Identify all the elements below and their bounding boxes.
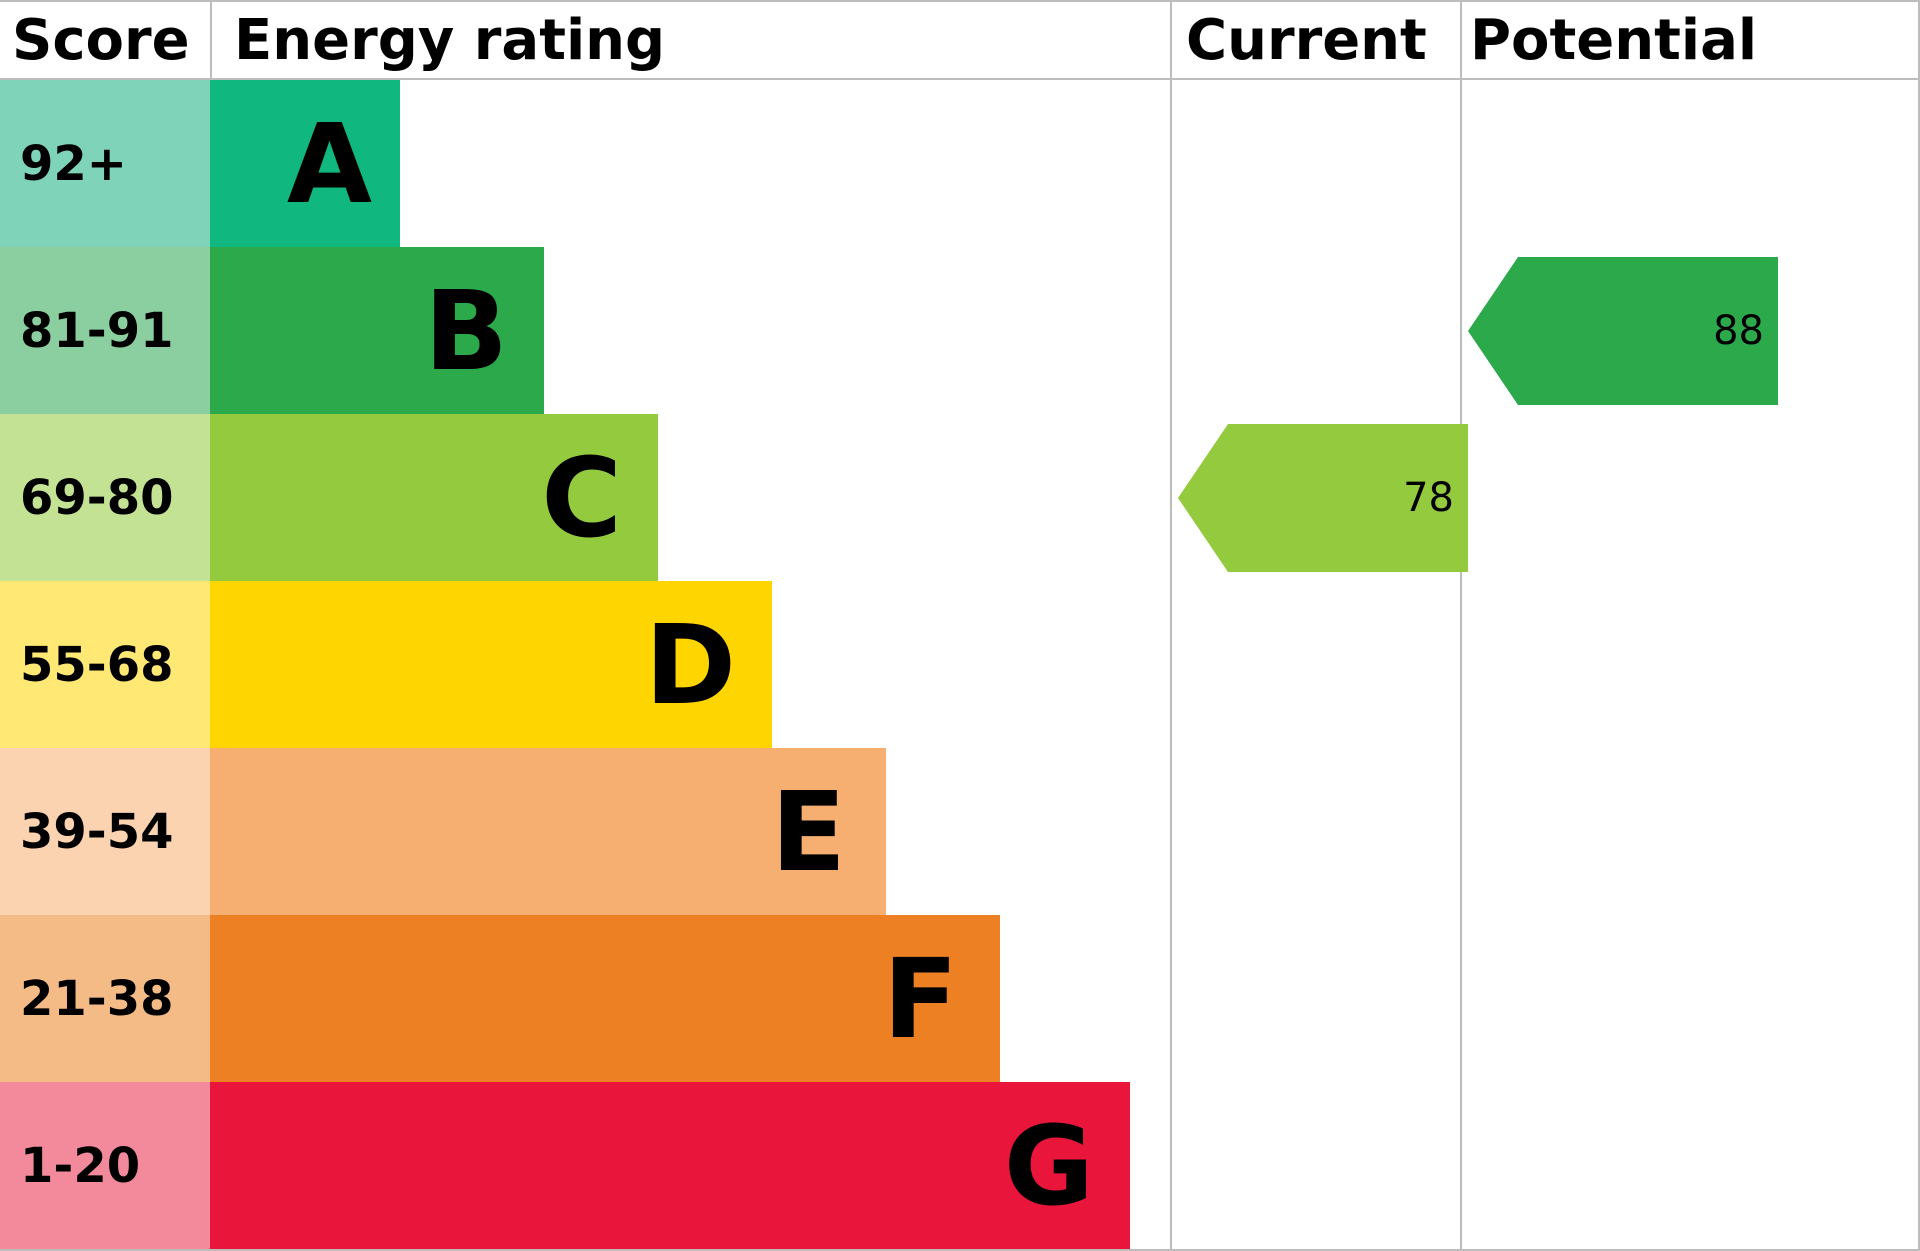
rating-letter: C: [210, 414, 658, 581]
rating-row-c: 69-80C: [0, 414, 1920, 581]
current-rating-pointer: 78: [1178, 424, 1468, 572]
rating-rows: 92+A81-91B69-80C55-68D39-54E21-38F1-20G: [0, 80, 1920, 1249]
score-range: 92+: [0, 80, 210, 247]
rating-row-e: 39-54E: [0, 748, 1920, 915]
rating-letter: E: [210, 748, 886, 915]
score-range: 69-80: [0, 414, 210, 581]
rating-row-d: 55-68D: [0, 581, 1920, 748]
rating-row-a: 92+A: [0, 80, 1920, 247]
potential-rating-value: 88: [1454, 257, 1764, 405]
header-potential: Potential: [1460, 0, 1920, 80]
current-rating-value: 78: [1164, 424, 1454, 572]
rating-row-f: 21-38F: [0, 915, 1920, 1082]
score-range: 21-38: [0, 915, 210, 1082]
rating-letter: A: [210, 80, 400, 247]
score-range: 39-54: [0, 748, 210, 915]
rating-letter: G: [210, 1082, 1130, 1249]
header-current: Current: [1170, 0, 1460, 80]
score-range: 55-68: [0, 581, 210, 748]
header-score: Score: [0, 0, 210, 80]
rating-letter: F: [210, 915, 1000, 1082]
score-range: 1-20: [0, 1082, 210, 1249]
rating-letter: B: [210, 247, 544, 414]
rating-row-g: 1-20G: [0, 1082, 1920, 1249]
energy-rating-chart: Score Energy rating Current Potential 92…: [0, 0, 1920, 1249]
score-range: 81-91: [0, 247, 210, 414]
potential-rating-pointer: 88: [1468, 257, 1778, 405]
header-rating: Energy rating: [210, 0, 1170, 80]
rating-letter: D: [210, 581, 772, 748]
